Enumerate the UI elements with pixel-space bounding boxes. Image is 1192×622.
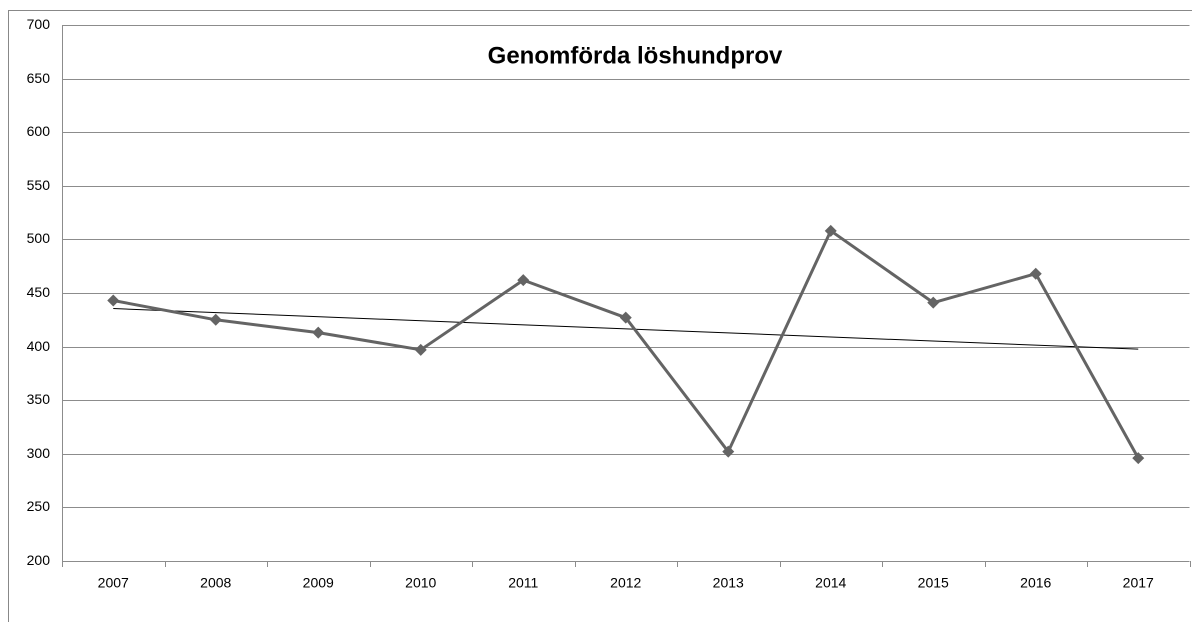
trendline [113, 308, 1139, 350]
x-tick-label: 2016 [1020, 575, 1051, 591]
x-tick-label: 2013 [713, 575, 744, 591]
y-tick-label: 700 [27, 16, 51, 32]
x-tick-label: 2012 [610, 575, 641, 591]
y-tick-label: 200 [27, 552, 51, 568]
x-tick-label: 2009 [303, 575, 334, 591]
x-tick-label: 2014 [815, 575, 846, 591]
y-tick-label: 450 [27, 284, 51, 300]
data-point [312, 326, 325, 339]
x-tick-label: 2007 [98, 575, 129, 591]
x-tick-label: 2015 [918, 575, 949, 591]
y-tick-label: 500 [27, 230, 51, 246]
chart-title: Genomförda löshundprov [488, 42, 783, 69]
y-tick-label: 650 [27, 70, 51, 86]
data-point [927, 296, 940, 309]
data-point [414, 343, 427, 356]
data-point [209, 313, 222, 326]
y-tick-label: 600 [27, 123, 51, 139]
x-tick-label: 2011 [508, 575, 538, 591]
y-tick-label: 300 [27, 445, 51, 461]
data-point [517, 274, 530, 287]
x-tick-label: 2008 [200, 575, 231, 591]
data-point [107, 294, 120, 307]
data-point [1132, 452, 1145, 465]
data-point [619, 311, 632, 324]
x-tick-label: 2010 [405, 575, 436, 591]
y-tick-label: 350 [27, 391, 51, 407]
y-tick-label: 550 [27, 177, 51, 193]
data-line [112, 229, 1140, 459]
y-tick-label: 400 [27, 338, 51, 354]
data-point [824, 224, 837, 237]
x-tick-label: 2017 [1123, 575, 1154, 591]
y-tick-label: 250 [27, 498, 51, 514]
data-point [722, 445, 735, 458]
data-point [1029, 267, 1042, 280]
